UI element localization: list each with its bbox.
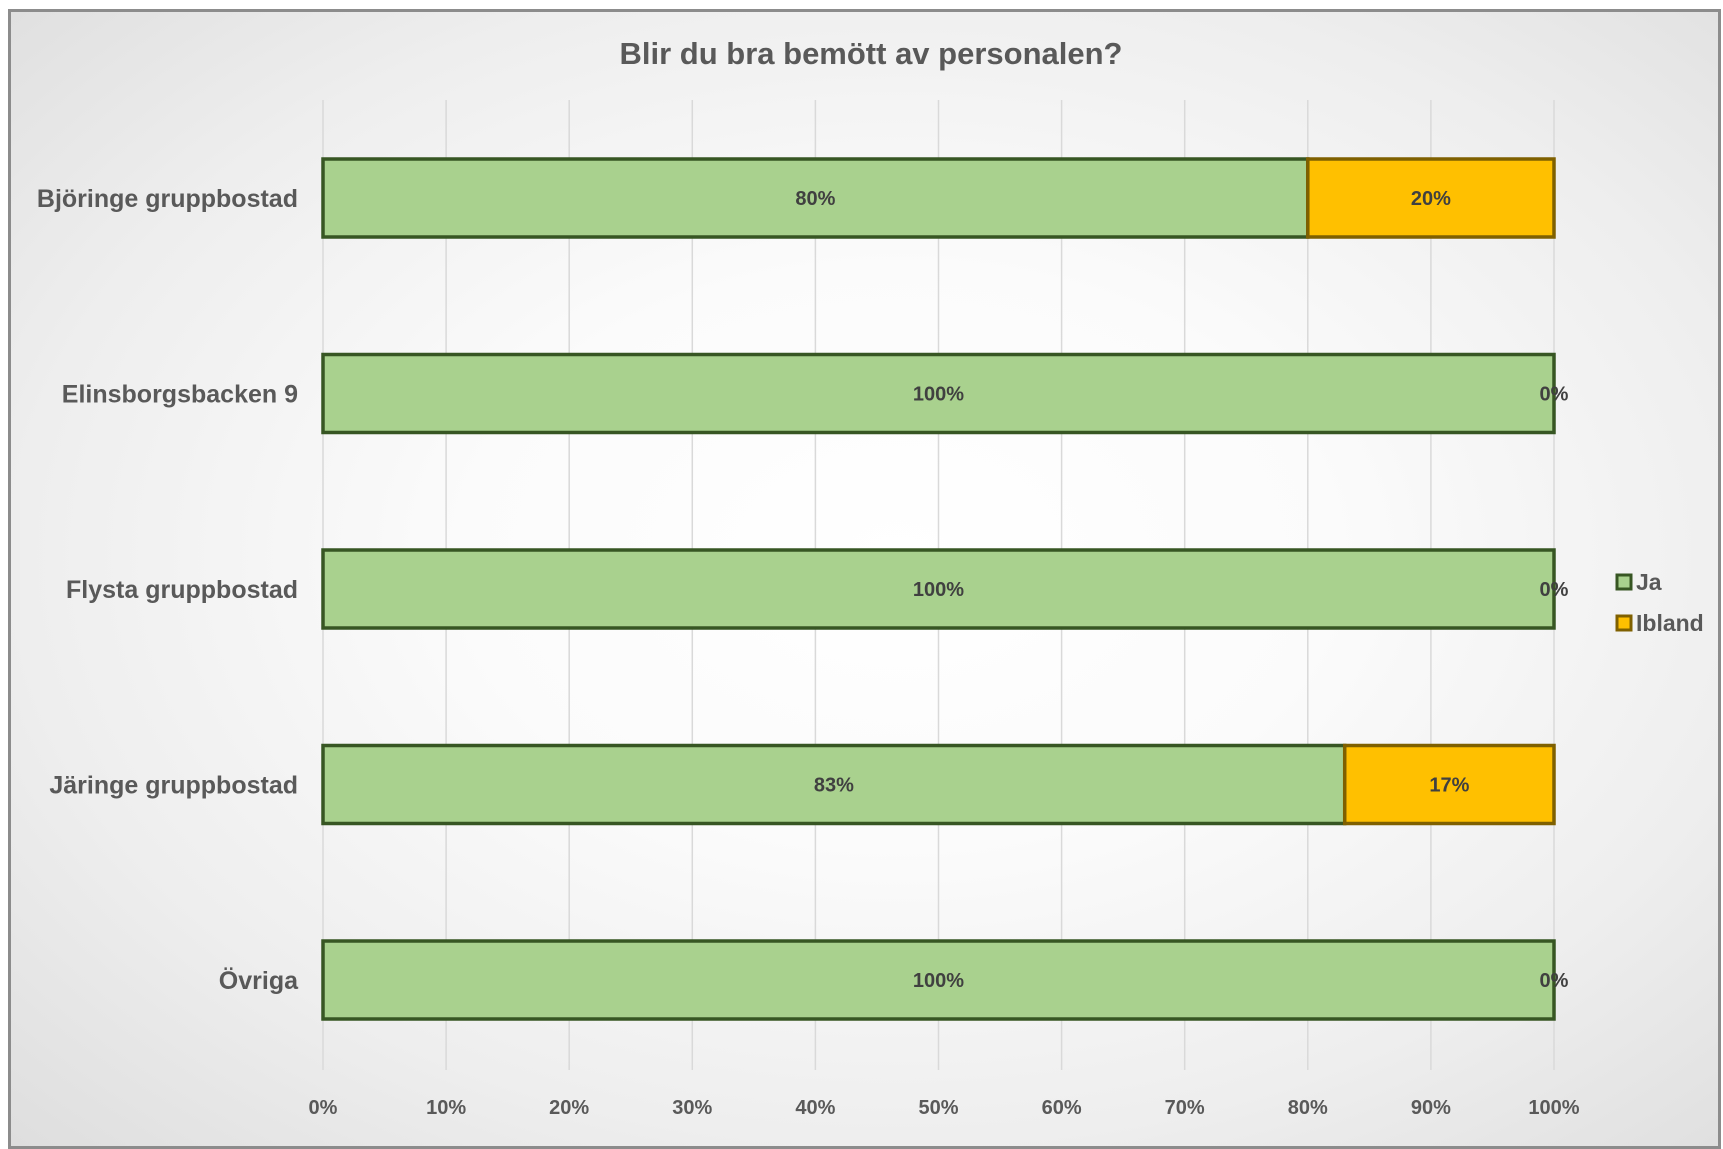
legend-swatch — [1615, 614, 1633, 632]
x-tick-label: 40% — [795, 1097, 835, 1119]
data-label: 20% — [1411, 188, 1451, 210]
category-label: Björinge gruppbostad — [37, 185, 298, 213]
data-label: 100% — [913, 384, 964, 406]
x-tick-label: 10% — [426, 1097, 466, 1119]
category-label: Övriga — [219, 966, 299, 995]
value-axis: 0% 10% 20% 30% 40% 50% 60% 70% 80% 90% 100% — [309, 1097, 1580, 1119]
data-label: 100% — [913, 579, 964, 601]
category-axis: Björinge gruppbostad Elinsborgsbacken 9 Fl… — [37, 185, 299, 995]
x-tick-label: 20% — [549, 1097, 589, 1119]
x-tick-label: 50% — [918, 1097, 958, 1119]
x-tick-label: 0% — [309, 1097, 338, 1119]
x-tick-label: 70% — [1165, 1097, 1205, 1119]
data-label: 0% — [1540, 384, 1569, 406]
category-label: Flysta gruppbostad — [66, 576, 298, 604]
chart-title: Blir du bra bemött av personalen? — [620, 36, 1123, 71]
x-tick-label: 90% — [1411, 1097, 1451, 1119]
bar-segment — [321, 548, 1556, 630]
legend-label: Ja — [1636, 569, 1662, 595]
bar-segment — [321, 157, 1310, 239]
bar-segment — [321, 352, 1556, 435]
data-label: 0% — [1540, 579, 1569, 601]
data-label: 83% — [814, 775, 854, 797]
bar-segment — [321, 743, 1347, 826]
x-tick-label: 100% — [1528, 1097, 1579, 1119]
category-label: Järinge gruppbostad — [49, 772, 298, 800]
bar-segment — [1306, 157, 1556, 239]
bar-segment — [321, 939, 1556, 1021]
bar-segment — [1342, 743, 1556, 826]
legend-label: Ibland — [1636, 610, 1704, 636]
data-label: 17% — [1429, 775, 1469, 797]
x-tick-label: 30% — [672, 1097, 712, 1119]
bars — [321, 157, 1556, 1021]
x-tick-label: 60% — [1042, 1097, 1082, 1119]
data-labels: 80% 20% 100% 0% 100% 0% 83% 17% 100% 0% — [795, 188, 1568, 992]
data-label: 80% — [795, 188, 835, 210]
x-tick-label: 80% — [1288, 1097, 1328, 1119]
data-label: 0% — [1540, 970, 1569, 992]
legend-swatch — [1615, 573, 1633, 591]
category-label: Elinsborgsbacken 9 — [62, 381, 298, 409]
data-label: 100% — [913, 970, 964, 992]
legend: Ja Ibland — [1615, 569, 1704, 636]
